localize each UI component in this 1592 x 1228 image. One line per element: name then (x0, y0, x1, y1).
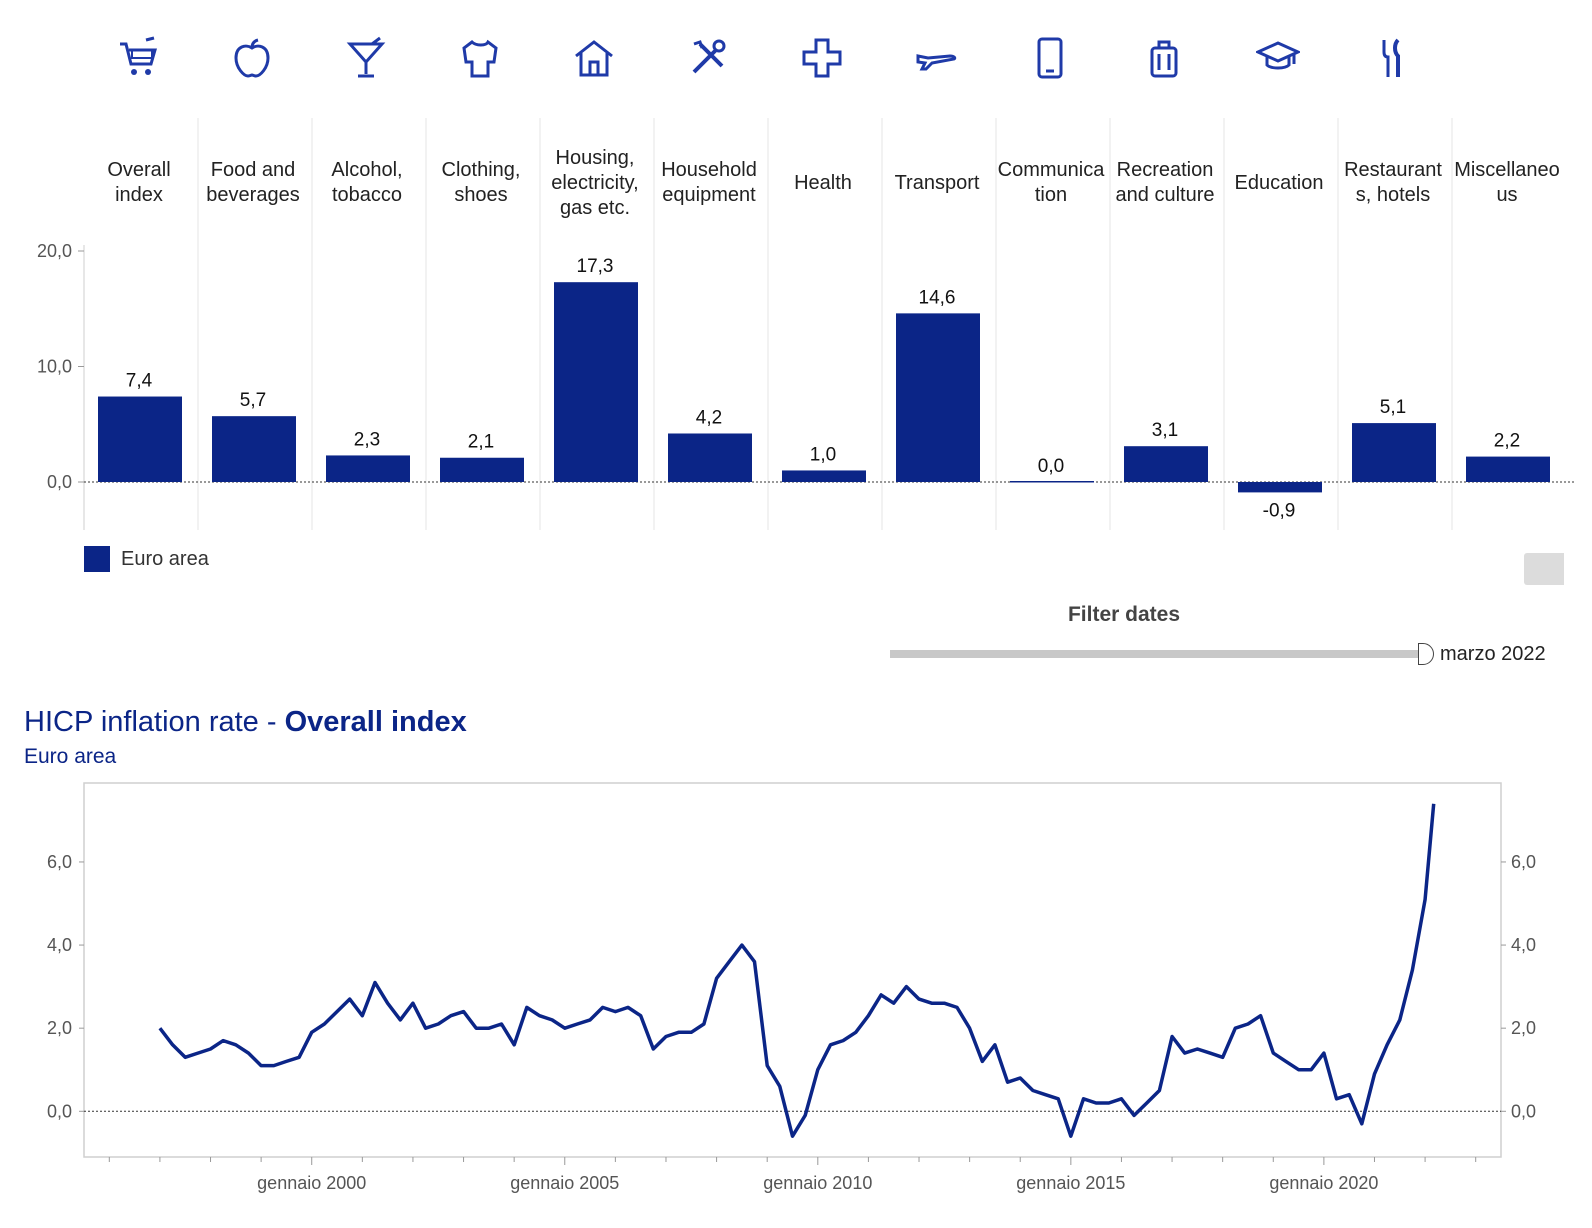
bar-value-label: 2,2 (1494, 431, 1520, 452)
apple-icon[interactable] (230, 36, 274, 80)
bar (212, 416, 296, 482)
category-label: Restaurant (1344, 159, 1442, 181)
category-label: Transport (895, 172, 980, 194)
inflation-line-chart: 0,0 0,0 2,0 2,0 4,0 4,0 6,0 6,0 gennaio 2000 genn… (47, 782, 1536, 1193)
bar (326, 455, 410, 482)
bar-value-label: 1,0 (810, 444, 836, 465)
category-label: beverages (206, 184, 299, 206)
category-label: Food and (211, 159, 296, 181)
x-tick-label: gennaio 2020 (1269, 1173, 1378, 1193)
bar (440, 457, 524, 482)
mobile-phone-icon[interactable] (1028, 36, 1072, 80)
bar-value-label: -0,9 (1263, 500, 1296, 521)
airplane-icon[interactable] (914, 36, 958, 80)
line-chart-title: HICP inflation rate - Overall index (24, 706, 467, 739)
x-tick-label: gennaio 2005 (510, 1173, 619, 1193)
category-label: tobacco (332, 184, 402, 206)
category-label: Alcohol, (331, 159, 402, 181)
date-slider-handle[interactable] (1418, 643, 1434, 665)
bar-value-label: 3,1 (1152, 420, 1178, 441)
category-label: Household (661, 159, 757, 181)
bar-value-label: 2,3 (354, 429, 380, 450)
bar (1124, 446, 1208, 482)
category-label: Recreation (1117, 159, 1214, 181)
category-label: Miscellaneo (1454, 159, 1560, 181)
shirt-icon[interactable] (458, 36, 502, 80)
graduation-cap-icon[interactable] (1254, 36, 1302, 80)
bar-value-label: 0,0 (1038, 456, 1064, 477)
bar-value-label: 2,1 (468, 432, 494, 453)
bar (1466, 456, 1550, 482)
category-label: tion (1035, 184, 1067, 206)
suitcase-icon[interactable] (1142, 36, 1186, 80)
shopping-cart-icon[interactable] (116, 36, 160, 80)
category-label: electricity, (551, 172, 638, 194)
category-label: us (1496, 184, 1517, 206)
house-icon[interactable] (572, 36, 616, 80)
category-label: Communica (998, 159, 1106, 181)
date-slider-track[interactable] (890, 650, 1424, 658)
filter-title: Filter dates (1067, 603, 1181, 626)
legend-swatch (84, 546, 110, 572)
y-tick-label: 0,0 (47, 472, 72, 492)
bar (554, 282, 638, 482)
y-tick-label: 10,0 (37, 357, 72, 377)
y-tick-label-left: 0,0 (47, 1101, 72, 1121)
bar-value-label: 5,1 (1380, 397, 1406, 418)
scroll-handle[interactable] (1524, 553, 1564, 585)
category-bar-chart: 0,0 10,0 20,0 Overall index Food and beverages… (37, 118, 1576, 530)
cutlery-icon[interactable] (1370, 36, 1414, 80)
y-tick-label: 20,0 (37, 241, 72, 261)
y-tick-label-left: 2,0 (47, 1018, 72, 1038)
medical-cross-icon[interactable] (800, 36, 844, 80)
bar (1352, 423, 1436, 482)
legend: Euro area (84, 546, 209, 572)
bar (668, 433, 752, 482)
bar-value-label: 7,4 (126, 371, 153, 392)
y-tick-label-right: 2,0 (1511, 1018, 1536, 1038)
x-tick-label: gennaio 2010 (763, 1173, 872, 1193)
line-chart-subtitle: Euro area (24, 745, 117, 768)
category-label: equipment (662, 184, 756, 206)
y-tick-label-left: 6,0 (47, 852, 72, 872)
category-label: index (115, 184, 163, 206)
bar-value-label: 5,7 (240, 390, 266, 411)
date-slider-value: marzo 2022 (1440, 643, 1546, 665)
x-tick-label: gennaio 2015 (1016, 1173, 1125, 1193)
category-label: Education (1235, 172, 1324, 194)
legend-label: Euro area (121, 547, 209, 570)
x-tick-label: gennaio 2000 (257, 1173, 366, 1193)
category-label: Overall (107, 159, 170, 181)
category-label: gas etc. (560, 197, 630, 219)
y-tick-label-right: 4,0 (1511, 935, 1536, 955)
bar (1238, 482, 1322, 493)
category-label: and culture (1116, 184, 1215, 206)
bar (1010, 481, 1094, 483)
line-title-bold: Overall index (284, 706, 467, 738)
bar-value-label: 4,2 (696, 407, 722, 428)
category-label: shoes (454, 184, 507, 206)
plot-frame (83, 782, 1502, 1158)
bar-value-label: 14,6 (919, 287, 956, 308)
category-label: Clothing, (442, 159, 521, 181)
inflation-series-line (158, 803, 1436, 1138)
y-tick-label-right: 0,0 (1511, 1101, 1536, 1121)
tools-icon[interactable] (686, 36, 730, 80)
bar (782, 470, 866, 482)
category-label: Health (794, 172, 852, 194)
line-title-prefix: HICP inflation rate - (24, 706, 285, 738)
category-label: Housing, (556, 147, 635, 169)
y-tick-label-left: 4,0 (47, 935, 72, 955)
bar (98, 396, 182, 482)
bar (896, 313, 980, 482)
category-label: s, hotels (1356, 184, 1430, 206)
y-tick-label-right: 6,0 (1511, 852, 1536, 872)
bar-value-label: 17,3 (577, 256, 614, 277)
cocktail-glass-icon[interactable] (344, 36, 388, 80)
